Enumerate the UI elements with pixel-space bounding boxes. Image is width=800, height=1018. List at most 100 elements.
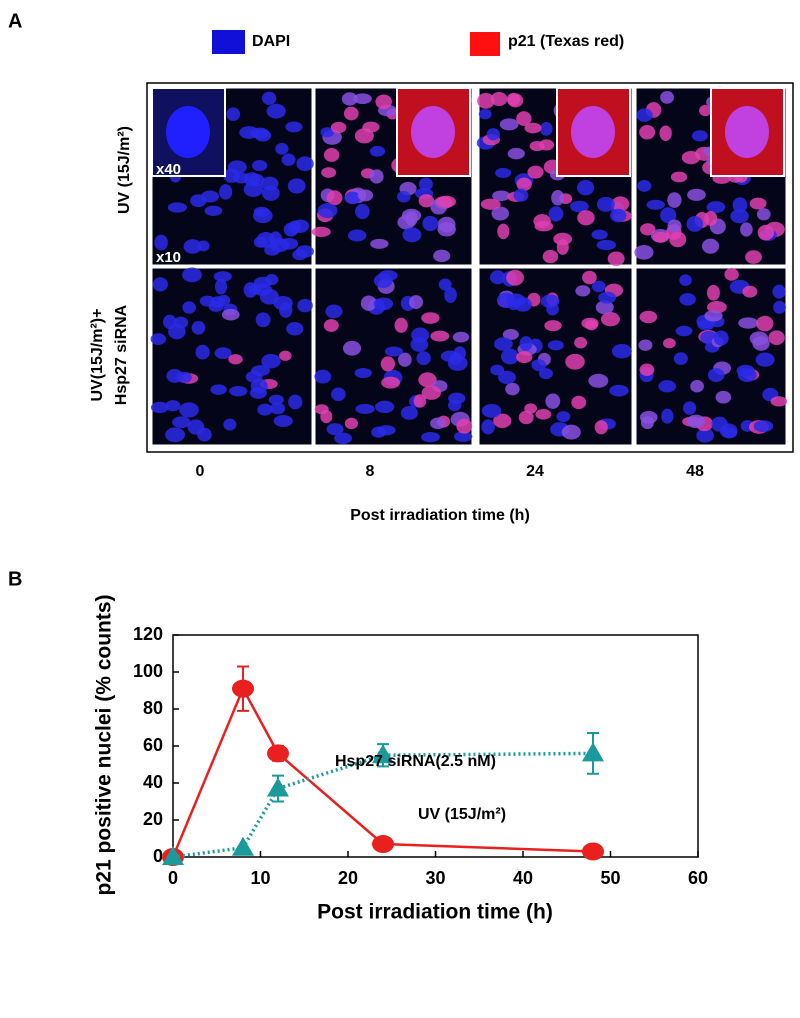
nucleus (556, 411, 571, 422)
nucleus (667, 219, 682, 234)
y-tick-label: 80 (143, 698, 163, 718)
nucleus (706, 201, 726, 214)
x-tick-label: 0 (168, 868, 178, 888)
nucleus (773, 300, 786, 314)
nucleus (638, 339, 653, 351)
nucleus (286, 321, 304, 336)
nucleus (478, 108, 492, 120)
nucleus (354, 128, 374, 144)
panel-letter: A (8, 10, 22, 32)
nucleus (715, 390, 732, 404)
nucleus (706, 284, 720, 301)
nucleus (669, 231, 687, 248)
nucleus (556, 239, 569, 255)
nucleus (261, 353, 281, 369)
nucleus (724, 268, 739, 281)
nucleus (516, 111, 532, 126)
nucleus (640, 416, 654, 430)
nucleus (342, 340, 362, 356)
nucleus (507, 93, 524, 108)
y-tick-label: 100 (133, 661, 163, 681)
nucleus (343, 106, 359, 121)
marker (372, 835, 394, 854)
nucleus (323, 319, 339, 332)
nucleus (325, 304, 343, 319)
y-tick-label: 40 (143, 772, 163, 792)
nucleus (493, 337, 513, 351)
nucleus (444, 287, 457, 303)
nucleus (658, 380, 677, 393)
nucleus (227, 160, 247, 174)
nucleus (261, 185, 280, 201)
nucleus (500, 348, 519, 365)
nucleus (191, 321, 206, 335)
nucleus (670, 171, 688, 183)
nucleus (594, 420, 608, 435)
nucleus (266, 103, 286, 119)
nucleus (722, 427, 738, 439)
nucleus (639, 363, 655, 376)
nucleus (547, 340, 564, 351)
nucleus (341, 92, 358, 106)
legend-swatch (212, 30, 245, 54)
axis-title: Post irradiation time (h) (350, 507, 530, 524)
nucleus (448, 392, 466, 404)
nucleus (330, 121, 347, 134)
nucleus (430, 417, 446, 430)
column-label: 8 (366, 463, 375, 480)
series-label: Hsp27 siRNA(2.5 nM) (335, 753, 496, 770)
nucleus (296, 156, 314, 172)
nucleus (320, 127, 334, 138)
nucleus (421, 385, 441, 400)
nucleus (265, 273, 279, 286)
nucleus (577, 210, 595, 226)
panel-letter: B (8, 568, 22, 590)
nucleus (497, 223, 510, 240)
nucleus (377, 425, 396, 436)
nucleus (610, 208, 627, 223)
nucleus (268, 394, 285, 405)
nucleus (531, 359, 547, 372)
nucleus (150, 333, 166, 346)
nucleus (659, 125, 672, 142)
plot-frame (172, 634, 699, 858)
nucleus (243, 282, 258, 298)
nucleus (402, 227, 422, 243)
nucleus (373, 273, 393, 289)
nucleus (673, 352, 688, 365)
nucleus (375, 94, 392, 110)
nucleus (197, 427, 212, 442)
nucleus (183, 239, 202, 254)
nucleus (607, 251, 625, 266)
marker (267, 744, 289, 763)
nucleus (297, 298, 313, 313)
nucleus (321, 167, 337, 178)
nucleus (634, 245, 654, 260)
nucleus (588, 373, 609, 388)
nucleus (499, 118, 519, 131)
nucleus (691, 130, 708, 142)
nucleus (646, 199, 665, 210)
nucleus (687, 188, 706, 201)
inset (151, 87, 226, 177)
nucleus (740, 222, 753, 237)
nucleus (257, 403, 273, 416)
nucleus (551, 190, 565, 206)
micrographs (150, 86, 788, 446)
nucleus (490, 364, 505, 376)
nucleus (421, 432, 440, 443)
nucleus (486, 128, 500, 141)
nucleus (660, 207, 677, 224)
nucleus (660, 90, 674, 104)
nucleus (273, 415, 293, 427)
row-label: Hsp27 siRNA (113, 304, 130, 405)
nucleus (736, 364, 755, 377)
nucleus (250, 127, 270, 139)
nucleus (756, 315, 774, 332)
nucleus (770, 396, 788, 407)
nucleus (732, 197, 748, 213)
nucleus (663, 338, 676, 349)
nucleus (498, 370, 516, 384)
nucleus (506, 269, 524, 286)
